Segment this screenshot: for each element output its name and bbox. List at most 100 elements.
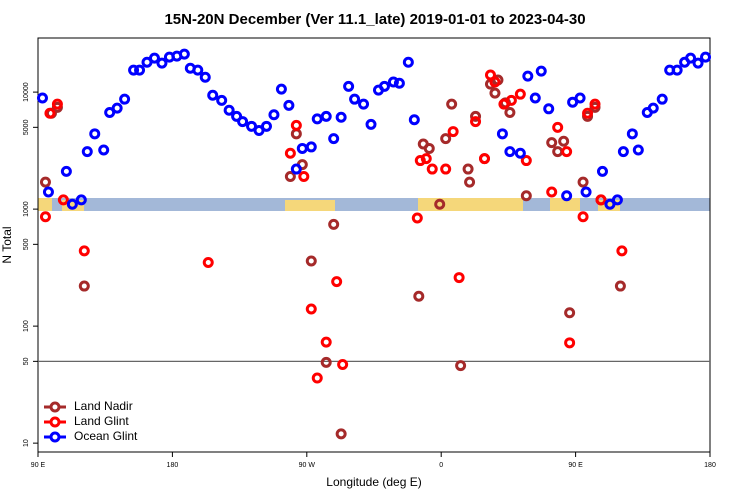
point — [305, 255, 317, 267]
point — [596, 165, 608, 177]
point — [343, 80, 355, 92]
point — [440, 163, 452, 175]
land-strip — [285, 200, 335, 211]
point — [39, 211, 51, 223]
point — [700, 51, 712, 63]
point — [223, 104, 235, 116]
point — [489, 87, 501, 99]
x-tick-label: 180 — [704, 462, 716, 469]
point — [561, 190, 573, 202]
point — [595, 194, 607, 206]
point — [504, 146, 516, 158]
point — [296, 142, 308, 154]
point — [656, 93, 668, 105]
point — [98, 144, 110, 156]
point — [413, 290, 425, 302]
point — [320, 336, 332, 348]
point — [589, 98, 601, 110]
point — [614, 280, 626, 292]
land-strip — [62, 200, 84, 211]
point — [580, 186, 592, 198]
point — [522, 70, 534, 82]
point — [156, 57, 168, 69]
point — [89, 128, 101, 140]
point — [128, 64, 140, 76]
point — [535, 65, 547, 77]
legend-marker — [49, 416, 61, 428]
point — [446, 98, 458, 110]
point — [617, 146, 629, 158]
point — [558, 135, 570, 147]
point — [455, 360, 467, 372]
point — [78, 280, 90, 292]
point — [546, 137, 558, 149]
point — [349, 93, 361, 105]
point — [268, 109, 280, 121]
point — [671, 64, 683, 76]
plot-frame — [37, 37, 711, 453]
point — [358, 98, 370, 110]
point — [447, 126, 459, 138]
point — [275, 83, 287, 95]
point — [78, 245, 90, 257]
land-strip — [550, 198, 580, 211]
point — [284, 170, 296, 182]
point — [199, 71, 211, 83]
point — [39, 176, 51, 188]
point — [552, 121, 564, 133]
point — [60, 165, 72, 177]
point — [420, 153, 432, 165]
point — [305, 303, 317, 315]
point — [284, 147, 296, 159]
legend-marker — [49, 401, 61, 413]
point — [462, 163, 474, 175]
x-axis-label: Longitude (deg E) — [326, 475, 421, 489]
point — [685, 52, 697, 64]
point — [290, 163, 302, 175]
y-tick-label: 10 — [23, 439, 30, 447]
y-tick-label: 100 — [23, 320, 30, 332]
point — [328, 218, 340, 230]
y-axis-label: N Total — [0, 226, 14, 263]
point — [311, 113, 323, 125]
point — [393, 77, 405, 89]
point — [365, 118, 377, 130]
x-tick-label: 0 — [439, 462, 443, 469]
point — [520, 155, 532, 167]
point — [632, 144, 644, 156]
point — [604, 198, 616, 210]
point — [582, 107, 594, 119]
point — [328, 133, 340, 145]
point — [44, 107, 56, 119]
point — [134, 64, 146, 76]
point — [543, 103, 555, 115]
point — [402, 56, 414, 68]
point — [57, 194, 69, 206]
legend-marker — [49, 431, 61, 443]
point — [104, 106, 116, 118]
point — [552, 146, 564, 158]
legend-label: Land Nadir — [74, 399, 133, 413]
point — [423, 142, 435, 154]
point — [561, 146, 573, 158]
legend-label: Land Glint — [74, 414, 129, 428]
point — [290, 119, 302, 131]
point — [692, 57, 704, 69]
point — [577, 211, 589, 223]
point — [305, 141, 317, 153]
legend-label: Ocean Glint — [74, 429, 138, 443]
point — [178, 48, 190, 60]
point — [202, 256, 214, 268]
point — [119, 93, 131, 105]
point — [378, 80, 390, 92]
y-tick-label: 5000 — [23, 119, 30, 135]
point — [290, 128, 302, 140]
point — [66, 198, 78, 210]
point — [148, 52, 160, 64]
point — [564, 307, 576, 319]
point — [514, 147, 526, 159]
point — [331, 276, 343, 288]
point — [283, 99, 295, 111]
point — [479, 153, 491, 165]
